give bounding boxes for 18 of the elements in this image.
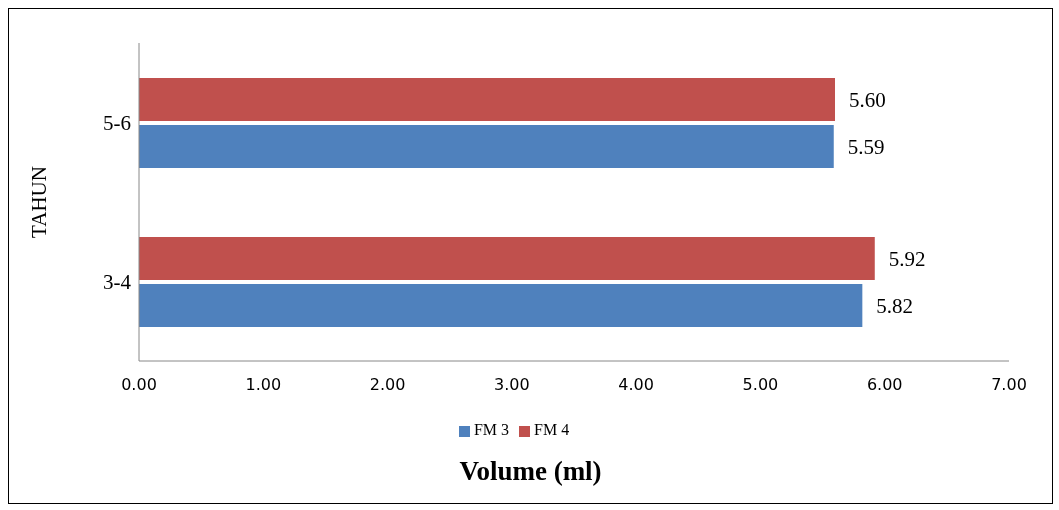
x-tick-label: 5.00 [742, 375, 779, 395]
legend-label: FM 3 [473, 421, 509, 438]
x-tick-label: 6.00 [866, 375, 903, 395]
data-label: 5.82 [876, 293, 914, 318]
data-label: 5.60 [849, 87, 886, 112]
x-tick-label: 0.00 [121, 375, 157, 395]
x-tick-label: 4.00 [618, 375, 654, 395]
y-tick-label: 3-4 [103, 269, 132, 294]
x-tick-label: 3.00 [494, 375, 530, 395]
data-label: 5.92 [888, 246, 926, 271]
data-label: 5.59 [847, 134, 885, 159]
y-tick-label: 5-6 [103, 110, 131, 135]
x-tick-label: 1.00 [245, 375, 282, 395]
x-tick-label: 2.00 [369, 375, 406, 395]
y-axis-title: TAHUN [27, 166, 52, 238]
x-tick-label: 7.00 [991, 375, 1027, 395]
legend-label: FM 4 [534, 421, 570, 438]
x-axis-title: Volume (ml) [458, 456, 603, 487]
